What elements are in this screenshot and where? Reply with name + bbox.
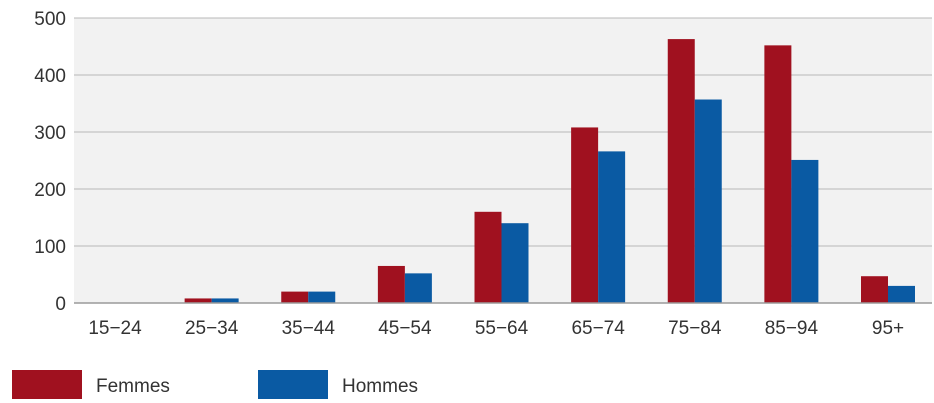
x-tick-label: 95+ <box>872 318 904 339</box>
bar-femmes-8 <box>861 276 888 303</box>
x-tick-label: 25−34 <box>185 318 239 339</box>
y-axis-ticks: 0 100 200 300 400 500 <box>34 9 66 315</box>
y-tick-label: 100 <box>34 237 66 258</box>
bar-hommes-8 <box>888 285 915 303</box>
y-tick-label: 200 <box>34 180 66 201</box>
bar-femmes-6 <box>667 39 695 304</box>
bar-hommes-1 <box>211 298 239 303</box>
bar-femmes-3 <box>377 265 405 303</box>
x-tick-label: 85−94 <box>765 318 819 339</box>
x-tick-label: 15−24 <box>88 318 142 339</box>
legend-label-femmes: Femmes <box>96 376 170 397</box>
x-tick-label: 75−84 <box>668 318 722 339</box>
bar-hommes-6 <box>694 99 722 303</box>
bar-hommes-2 <box>308 291 336 303</box>
bar-femmes-5 <box>571 127 599 303</box>
legend-label-hommes: Hommes <box>342 376 418 397</box>
bar-femmes-1 <box>184 298 212 303</box>
y-tick-label: 500 <box>34 9 66 30</box>
x-tick-label: 55−64 <box>475 318 529 339</box>
bar-hommes-4 <box>501 223 529 303</box>
y-tick-label: 300 <box>34 123 66 144</box>
legend-swatch-femmes <box>12 370 82 399</box>
x-axis-ticks: 15−24 25−34 35−44 45−54 55−64 65−74 75−84 85−94… <box>88 318 904 339</box>
bar-femmes-4 <box>474 211 502 303</box>
y-tick-label: 400 <box>34 66 66 87</box>
bar-femmes-7 <box>764 45 792 304</box>
y-tick-label: 0 <box>55 294 66 315</box>
x-tick-label: 45−54 <box>378 318 432 339</box>
legend-swatch-hommes <box>258 370 328 399</box>
bar-hommes-5 <box>598 151 626 303</box>
bars <box>184 39 915 304</box>
bar-hommes-3 <box>404 273 432 303</box>
x-tick-label: 35−44 <box>282 318 336 339</box>
bar-hommes-7 <box>791 159 819 303</box>
x-tick-label: 65−74 <box>571 318 625 339</box>
bar-femmes-2 <box>281 291 309 303</box>
legend: Femmes Hommes <box>12 370 418 399</box>
